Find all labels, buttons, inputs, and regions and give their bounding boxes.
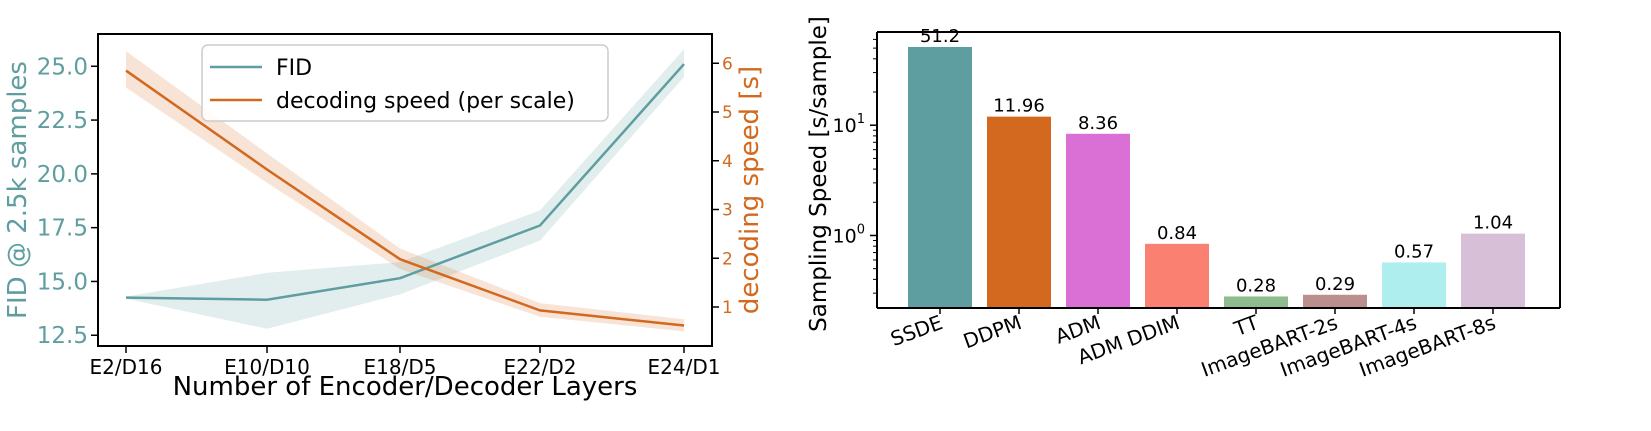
x-tick-label-e18-d5: E18/D5	[364, 355, 437, 379]
bar-imagebart-4s	[1382, 262, 1446, 308]
y-tick-label-right: 1	[722, 298, 733, 318]
bar-x-tick-label-ssde: SSDE	[887, 310, 945, 351]
y-tick-label-left: 22.5	[37, 108, 88, 134]
x-tick-label-e2-d16: E2/D16	[90, 355, 163, 379]
y-tick-label-left: 25.0	[37, 54, 88, 80]
x-tick-label-e10-d10: E10/D10	[224, 355, 310, 379]
bar-value-label-tt: 0.28	[1236, 275, 1276, 296]
bar-adm-ddim	[1145, 243, 1209, 308]
bar-value-label-ssde: 51.2	[920, 26, 960, 47]
bar-y-axis-label: Sampling Speed [s/sample]	[806, 16, 832, 332]
y-tick-label-right: 3	[722, 201, 733, 221]
y-tick-label-right: 6	[722, 54, 733, 74]
x-tick-label-e24-d1: E24/D1	[648, 355, 721, 379]
bar-chart: 51.2 11.96 8.36 0.84 0.28 0.29 0.57 1.04 100 101…	[806, 16, 1561, 382]
y-tick-label-left: 20.0	[37, 162, 88, 188]
bar-ssde	[908, 46, 972, 308]
bar-value-label-imagebart-2s: 0.29	[1315, 274, 1355, 295]
y-tick-label-left: 15.0	[37, 269, 88, 295]
bar-value-label-adm: 8.36	[1078, 113, 1118, 134]
x-tick-label-e22-d2: E22/D2	[504, 355, 577, 379]
line-legend: FID decoding speed (per scale)	[201, 44, 609, 122]
bar-imagebart-8s	[1461, 233, 1525, 308]
line-chart: E2/D16 E10/D10 E18/D5 E22/D2 E24/D1 12.5 15.0…	[3, 33, 765, 402]
y-tick-label-left: 17.5	[37, 216, 88, 242]
y-tick-label-left: 12.5	[37, 323, 88, 349]
bar-adm	[1066, 133, 1130, 308]
line-x-axis-label: Number of Encoder/Decoder Layers	[173, 372, 638, 402]
bar-x-tick-label-ddpm: DDPM	[960, 310, 1025, 353]
bar-tt	[1224, 296, 1288, 308]
legend-label-decoding-speed: decoding speed (per scale)	[276, 89, 575, 114]
bar-imagebart-2s	[1303, 294, 1367, 308]
line-y-axis-label-left: FID @ 2.5k samples	[3, 61, 33, 319]
y-tick-label-right: 4	[722, 152, 733, 172]
bar-value-label-imagebart-4s: 0.57	[1394, 241, 1434, 262]
bar-value-label-adm-ddim: 0.84	[1157, 223, 1197, 244]
bar-y-tick-label: 101	[833, 112, 865, 137]
legend-label-fid: FID	[276, 56, 312, 81]
y-tick-label-right: 5	[722, 103, 733, 123]
line-y-axis-label-right: decoding speed [s]	[735, 66, 765, 314]
bar-value-label-imagebart-8s: 1.04	[1473, 213, 1513, 234]
line-plot-frame	[97, 33, 713, 347]
bar-value-label-ddpm: 11.96	[993, 96, 1045, 117]
legend-box	[201, 44, 609, 122]
y-tick-label-right: 2	[722, 249, 733, 269]
bar-ddpm	[987, 116, 1051, 308]
bar-y-tick-label: 100	[833, 222, 865, 247]
